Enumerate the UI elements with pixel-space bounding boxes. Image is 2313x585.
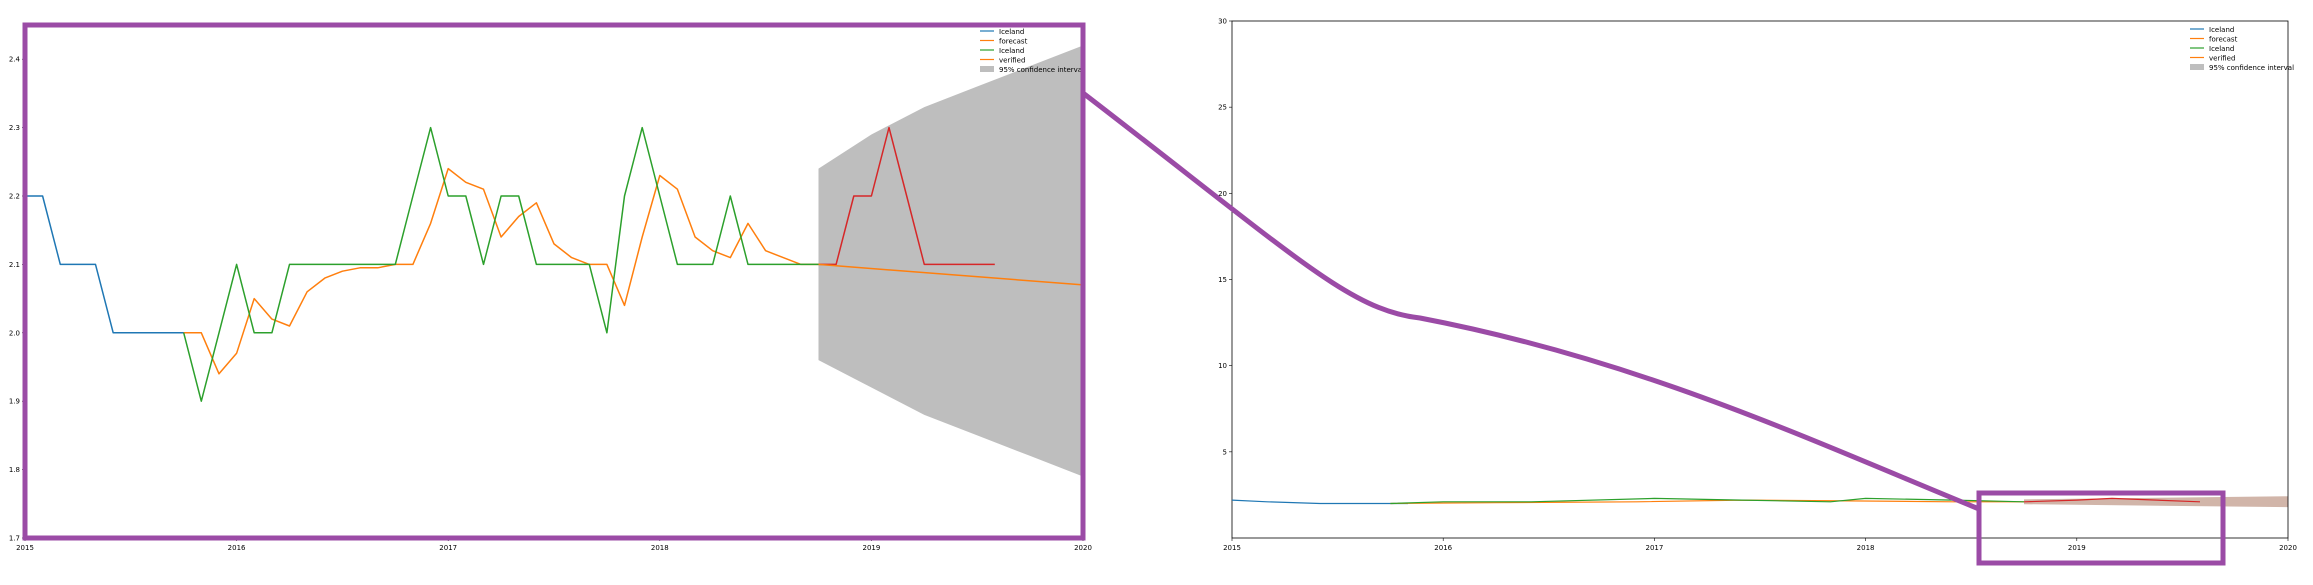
y-tick-label: 20 <box>1218 190 1227 198</box>
series-line-iceland <box>25 195 202 334</box>
x-tick-label: 2019 <box>862 544 880 552</box>
series-line-verified <box>818 126 995 266</box>
legend-entry: Iceland <box>2209 45 2234 53</box>
confidence-interval-band <box>818 45 1083 477</box>
legend-ci-swatch <box>980 66 994 72</box>
y-tick-label: 30 <box>1218 18 1227 26</box>
series-line-forecast-mean <box>818 263 1084 286</box>
y-tick-label: 1.7 <box>9 535 20 543</box>
y-tick-label: 25 <box>1218 104 1227 112</box>
x-tick-label: 2018 <box>651 544 669 552</box>
y-tick-label: 1.8 <box>9 466 20 474</box>
x-tick-label: 2018 <box>1857 544 1875 552</box>
x-tick-label: 2016 <box>1434 544 1452 552</box>
series-line-iceland <box>1231 499 1408 505</box>
legend-entry: Iceland <box>999 47 1024 55</box>
series-line-verified <box>2023 497 2201 503</box>
y-tick-label: 2.0 <box>9 329 20 337</box>
axes-frame <box>1231 20 2289 539</box>
confidence-interval-band <box>2024 496 2288 508</box>
legend-entry: 95% confidence interval <box>2209 64 2294 72</box>
legend-entry: forecast <box>2209 36 2238 44</box>
x-tick-label: 2017 <box>1645 544 1663 552</box>
legend-entry: verified <box>2209 55 2235 63</box>
y-tick-label: 2.3 <box>9 124 20 132</box>
overview-chart: 2015 2016 2017 2018 2019 2020 5 10 15 20 25 30 Icela… <box>1218 18 2297 553</box>
x-tick-label: 2017 <box>439 544 457 552</box>
x-tick-label: 2016 <box>228 544 246 552</box>
series-line-iceland <box>182 126 819 402</box>
legend-ci-swatch <box>2190 64 2204 70</box>
x-tick-label: 2020 <box>2279 544 2297 552</box>
x-tick-label: 2019 <box>2068 544 2086 552</box>
series-line-forecast <box>183 167 819 375</box>
legend-entry: Iceland <box>999 28 1024 36</box>
x-tick-label: 2020 <box>1074 544 1092 552</box>
y-tick-label: 2.4 <box>9 56 21 64</box>
zoom-frame-left <box>22 22 1086 541</box>
zoom-frame-right <box>1976 490 2226 566</box>
zoom-annotation <box>22 22 2226 566</box>
legend-entry: 95% confidence interval <box>999 66 1084 74</box>
zoomed-chart: 2015 2016 2017 2018 2019 2020 1.7 1.8 1.9 2.0 2.1 2… <box>9 24 1092 552</box>
y-tick-label: 2.2 <box>9 193 20 201</box>
zoom-connector-line <box>1080 90 1982 512</box>
y-tick-label: 10 <box>1218 362 1227 370</box>
y-tick-label: 5 <box>1223 448 1227 456</box>
legend-entry: forecast <box>999 38 1028 46</box>
x-tick-label: 2015 <box>16 544 34 552</box>
x-tick-label: 2015 <box>1223 544 1241 552</box>
y-tick-label: 1.9 <box>9 398 20 406</box>
y-tick-label: 2.1 <box>9 261 20 269</box>
y-tick-label: 15 <box>1218 276 1227 284</box>
series-line-iceland <box>1390 497 2025 505</box>
legend-entry: Iceland <box>2209 26 2234 34</box>
legend-entry: verified <box>999 57 1025 65</box>
